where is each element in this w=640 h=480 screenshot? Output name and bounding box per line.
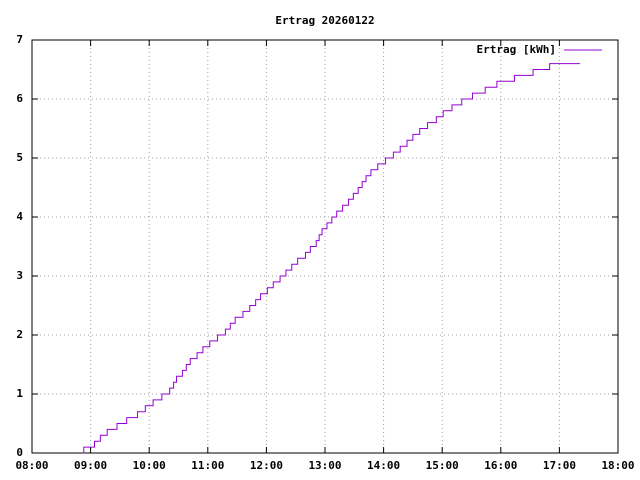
x-tick-label: 16:00	[484, 459, 517, 472]
y-tick-label: 3	[16, 269, 23, 282]
x-tick-label: 12:00	[250, 459, 283, 472]
x-tick-label: 09:00	[74, 459, 107, 472]
y-tick-label: 1	[16, 387, 23, 400]
plot-frame	[31, 39, 619, 454]
x-tick-label: 11:00	[191, 459, 224, 472]
y-tick-label: 7	[16, 33, 23, 46]
x-tick-label: 18:00	[601, 459, 634, 472]
data-line	[82, 63, 580, 454]
y-tick-label: 4	[16, 210, 23, 223]
x-tick-label: 17:00	[543, 459, 576, 472]
y-tick-label: 2	[16, 328, 23, 341]
chart-title: Ertrag 20260122	[275, 14, 374, 27]
y-tick-label: 6	[16, 92, 23, 105]
legend-label: Ertrag [kWh]	[477, 43, 556, 56]
x-tick-label: 14:00	[367, 459, 400, 472]
x-tick-label: 13:00	[308, 459, 341, 472]
y-tick-label: 5	[16, 151, 23, 164]
y-tick-label: 0	[16, 446, 23, 459]
x-tick-label: 10:00	[133, 459, 166, 472]
x-tick-label: 08:00	[15, 459, 48, 472]
x-tick-label: 15:00	[426, 459, 459, 472]
